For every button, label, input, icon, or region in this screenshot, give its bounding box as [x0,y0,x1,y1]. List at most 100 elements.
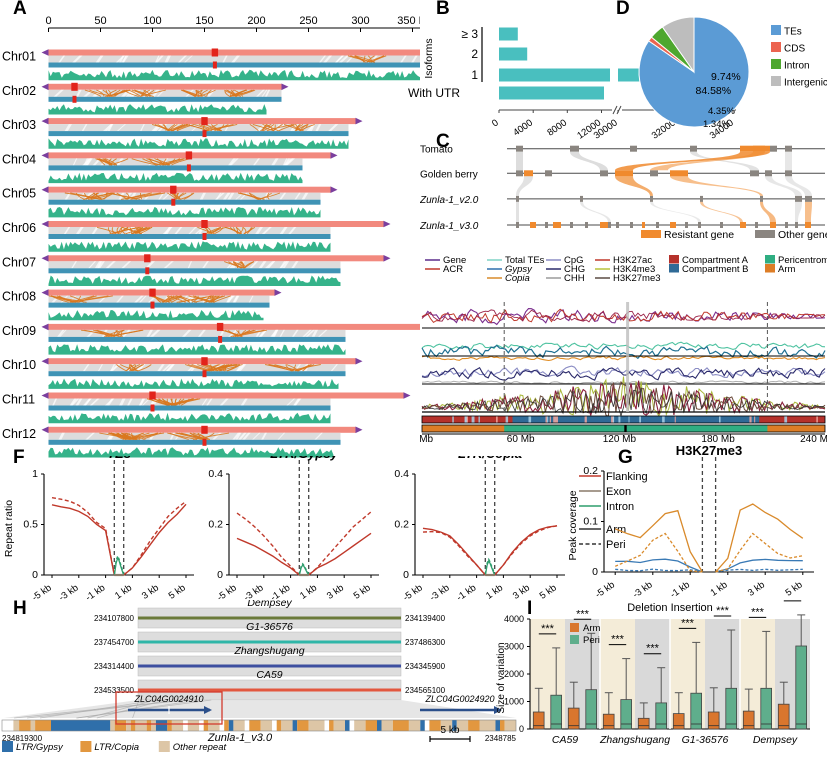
svg-text:***: *** [786,599,800,602]
svg-text:Chr11: Chr11 [2,393,35,407]
svg-text:-5 kb: -5 kb [593,579,617,600]
svg-text:4.35%: 4.35% [708,106,735,117]
svg-text:Zhangshugang: Zhangshugang [233,645,304,657]
svg-text:Chr09: Chr09 [2,324,36,338]
svg-text:0.4: 0.4 [394,468,409,480]
svg-text:234533500: 234533500 [94,686,135,695]
svg-text:LTR/Copia: LTR/Copia [458,456,522,461]
svg-text:234139400: 234139400 [405,614,446,623]
svg-text:***: *** [576,608,590,620]
svg-text:0.2: 0.2 [583,465,598,477]
svg-text:Copia: Copia [505,273,530,283]
svg-text:5 kb: 5 kb [167,582,188,601]
svg-text:G1-36576: G1-36576 [682,734,729,746]
svg-text:4000: 4000 [504,614,524,624]
svg-text:Other repeat: Other repeat [173,742,227,753]
svg-text:234314400: 234314400 [94,662,135,671]
svg-text:***: *** [611,634,625,646]
svg-text:***: *** [681,617,695,629]
svg-text:G1-36576: G1-36576 [246,621,293,633]
svg-text:234345900: 234345900 [405,662,446,671]
svg-text:3 kb: 3 kb [325,582,346,601]
svg-text:1: 1 [32,468,38,480]
svg-text:0: 0 [490,117,501,129]
svg-text:50: 50 [94,15,106,27]
svg-text:Other gene: Other gene [778,229,827,241]
svg-text:Peak coverage: Peak coverage [567,490,579,560]
svg-text:LTR/Copia: LTR/Copia [94,742,139,753]
svg-text:CDS: CDS [784,44,805,55]
svg-text:3 kb: 3 kb [746,579,767,598]
svg-text:Golden berry: Golden berry [420,169,478,180]
svg-text:TEs: TEs [107,456,131,461]
svg-text:***: *** [716,605,730,617]
svg-text:≥ 3: ≥ 3 [461,27,478,41]
svg-text:Arm: Arm [583,623,601,634]
svg-text:2: 2 [471,47,478,61]
svg-text:LTR/Gypsy: LTR/Gypsy [270,456,338,461]
svg-text:Arm: Arm [778,264,796,275]
svg-text:Intergenic: Intergenic [784,78,827,89]
svg-text:Dempsey: Dempsey [753,734,798,746]
svg-text:LTR/Gypsy: LTR/Gypsy [16,742,64,753]
svg-text:237454700: 237454700 [94,638,135,647]
svg-text:0 Mb: 0 Mb [420,434,434,445]
svg-text:1 kb: 1 kb [298,582,319,601]
svg-text:Chr07: Chr07 [2,255,36,269]
svg-text:0.5: 0.5 [23,519,38,531]
svg-text:Chr02: Chr02 [2,84,36,98]
svg-text:Compartment B: Compartment B [682,264,749,275]
svg-text:Chr12: Chr12 [2,427,36,441]
svg-text:Chr08: Chr08 [2,290,36,304]
svg-text:120 Mb: 120 Mb [603,434,637,445]
svg-text:100: 100 [143,15,161,27]
svg-text:0: 0 [519,724,524,734]
svg-text:H3K27me3: H3K27me3 [676,445,743,458]
svg-text:1.34%: 1.34% [703,119,730,130]
svg-text:-3 kb: -3 kb [631,579,655,600]
svg-text:0: 0 [32,569,38,581]
svg-text:240 Mb: 240 Mb [800,434,827,445]
svg-text:Resistant gene: Resistant gene [664,229,734,241]
svg-text:Zunla-1_v3.0: Zunla-1_v3.0 [420,221,479,232]
svg-text:Chr03: Chr03 [2,118,36,132]
svg-text:Repeat ratio: Repeat ratio [3,500,15,557]
svg-text:Chr06: Chr06 [2,221,36,235]
svg-text:5 kb: 5 kb [783,579,804,598]
svg-text:250: 250 [299,15,317,27]
svg-text:234107800: 234107800 [94,614,135,623]
svg-text:1: 1 [471,68,478,82]
svg-text:Tomato: Tomato [420,145,453,156]
svg-text:Zunla-1_v2.0: Zunla-1_v2.0 [420,195,479,206]
svg-text:0.2: 0.2 [394,519,409,531]
svg-text:237486300: 237486300 [405,638,446,647]
svg-text:Peri: Peri [583,635,600,646]
svg-text:***: *** [751,606,765,618]
svg-text:CHH: CHH [564,273,585,283]
svg-text:300: 300 [351,15,369,27]
svg-text:1 kb: 1 kb [708,579,729,598]
svg-text:ZLC04G0024920: ZLC04G0024920 [424,694,494,704]
svg-text:-1 kb: -1 kb [668,579,692,600]
svg-text:CA59: CA59 [552,734,578,746]
svg-text:ZLC04G0024910: ZLC04G0024910 [133,694,203,704]
svg-text:Deletion Insertion: Deletion Insertion [627,602,713,614]
svg-text:200: 200 [247,15,265,27]
svg-text:Size of variation: Size of variation [496,642,507,713]
svg-text:Chr05: Chr05 [2,187,36,201]
svg-text:60 Mb: 60 Mb [507,434,535,445]
svg-text:Intron: Intron [784,61,810,72]
svg-text:9.74%: 9.74% [711,71,741,83]
svg-text:0.4: 0.4 [208,468,223,480]
svg-text:0: 0 [592,566,598,578]
svg-text:***: *** [646,643,660,655]
svg-text:TEs: TEs [784,27,802,38]
svg-text:5 kb: 5 kb [441,725,460,736]
svg-text:0.1: 0.1 [583,516,598,528]
svg-text:Chr01: Chr01 [2,50,36,64]
svg-text:Isoforms: Isoforms [423,38,435,78]
svg-text:0.2: 0.2 [208,519,223,531]
svg-text:CA59: CA59 [256,669,282,681]
svg-text:5 kb: 5 kb [352,582,373,601]
svg-text:With UTR: With UTR [408,86,460,100]
